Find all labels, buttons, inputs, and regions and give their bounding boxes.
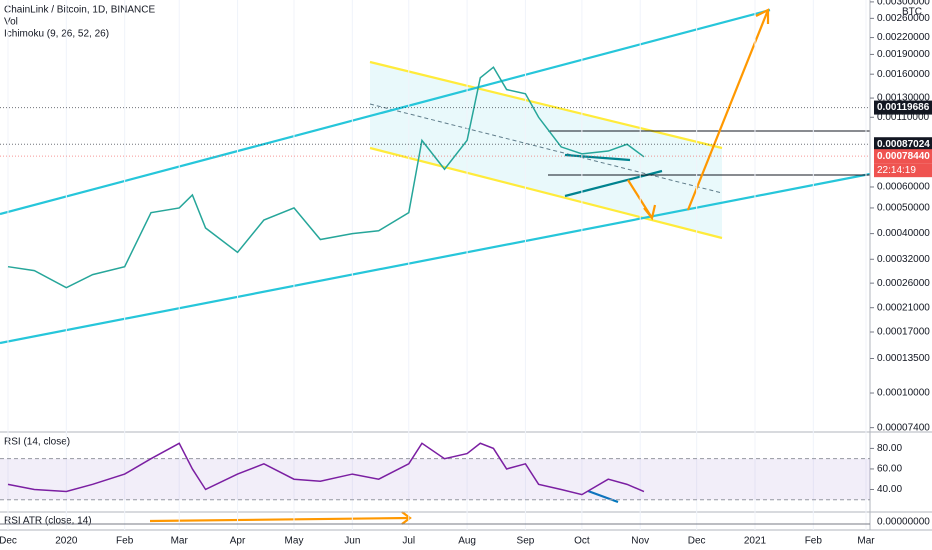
price-tag — [874, 137, 932, 152]
y-tick-label: 0.00220000 — [877, 32, 930, 43]
x-tick-label: 2020 — [55, 536, 78, 547]
x-tick-label: Jul — [402, 536, 415, 547]
x-tick-label: Feb — [116, 536, 134, 547]
trend-top — [0, 8, 771, 216]
indicator-label: RSI (14, close) — [4, 437, 70, 448]
y-tick-label: 0.00017000 — [877, 327, 930, 338]
x-tick-label: Oct — [574, 536, 590, 547]
rsi-line — [7, 442, 645, 496]
y-tick-label: 0.00060000 — [877, 182, 930, 193]
currency-label: BTC — [902, 7, 922, 18]
y-tick-label: 0.00130000 — [877, 93, 930, 104]
arrow-head — [643, 204, 657, 221]
x-tick-label: Jun — [344, 536, 360, 547]
y-tick-label: 0.00040000 — [877, 228, 930, 239]
arrow — [149, 516, 411, 523]
y-tick-label: 0.00013500 — [877, 353, 930, 364]
price-tag — [874, 149, 932, 164]
x-tick-label: Apr — [230, 536, 246, 547]
y-tick-label: 0.00190000 — [877, 49, 930, 60]
x-tick-label: Dec — [688, 536, 706, 547]
x-tick-label: Feb — [805, 536, 823, 547]
y-tick-label: 0.00021000 — [877, 302, 930, 313]
indicator-label: RSI ATR (close, 14) — [4, 516, 92, 527]
rsi-band — [0, 458, 870, 500]
y-tick-label: 0.00160000 — [877, 69, 930, 80]
y-tick-label: 80.00 — [877, 443, 902, 454]
countdown: 22:14:19 — [877, 165, 916, 176]
channel-fill — [370, 62, 722, 238]
price-tag-label: 0.00119686 — [877, 102, 930, 113]
y-tick-label: 0.00007400 — [877, 422, 930, 433]
countdown-tag — [874, 163, 932, 178]
y-tick-label: 0.00010000 — [877, 388, 930, 399]
triangle-line — [564, 153, 631, 162]
chart-title: ChainLink / Bitcoin, 1D, BINANCE — [4, 5, 156, 16]
trend-bottom — [0, 172, 871, 345]
price-tag — [874, 100, 932, 115]
y-tick-label: 0.00260000 — [877, 13, 930, 24]
arrow-head — [401, 511, 412, 525]
y-tick-label: 0.00000000 — [877, 517, 930, 528]
indicator-label: Vol — [4, 17, 18, 28]
x-tick-label: May — [285, 536, 304, 547]
channel-bottom — [369, 146, 723, 240]
y-tick-label: 0.00032000 — [877, 254, 930, 265]
y-tick-label: 40.00 — [877, 484, 902, 495]
x-tick-label: Mar — [857, 536, 875, 547]
indicator-label: Ichimoku (9, 26, 52, 26) — [4, 29, 109, 40]
x-tick-label: Nov — [631, 536, 649, 547]
y-tick-label: 0.00300000 — [877, 0, 930, 8]
x-tick-label: 2021 — [744, 536, 767, 547]
y-tick-label: 0.00110000 — [877, 112, 930, 123]
x-tick-label: Mar — [171, 536, 189, 547]
y-tick-label: 0.00026000 — [877, 278, 930, 289]
price-tag-label: 0.00078440 — [877, 151, 930, 162]
x-tick-label: Sep — [517, 536, 535, 547]
y-tick-label: 60.00 — [877, 464, 902, 475]
channel-mid — [369, 103, 723, 194]
arrow-head — [755, 8, 770, 24]
price-tag-label: 0.00087024 — [877, 139, 930, 150]
x-tick-label: Dec — [0, 536, 17, 547]
channel-top — [369, 60, 723, 150]
x-tick-label: Aug — [458, 536, 476, 547]
y-tick-label: 0.00050000 — [877, 203, 930, 214]
price-line — [7, 66, 645, 289]
